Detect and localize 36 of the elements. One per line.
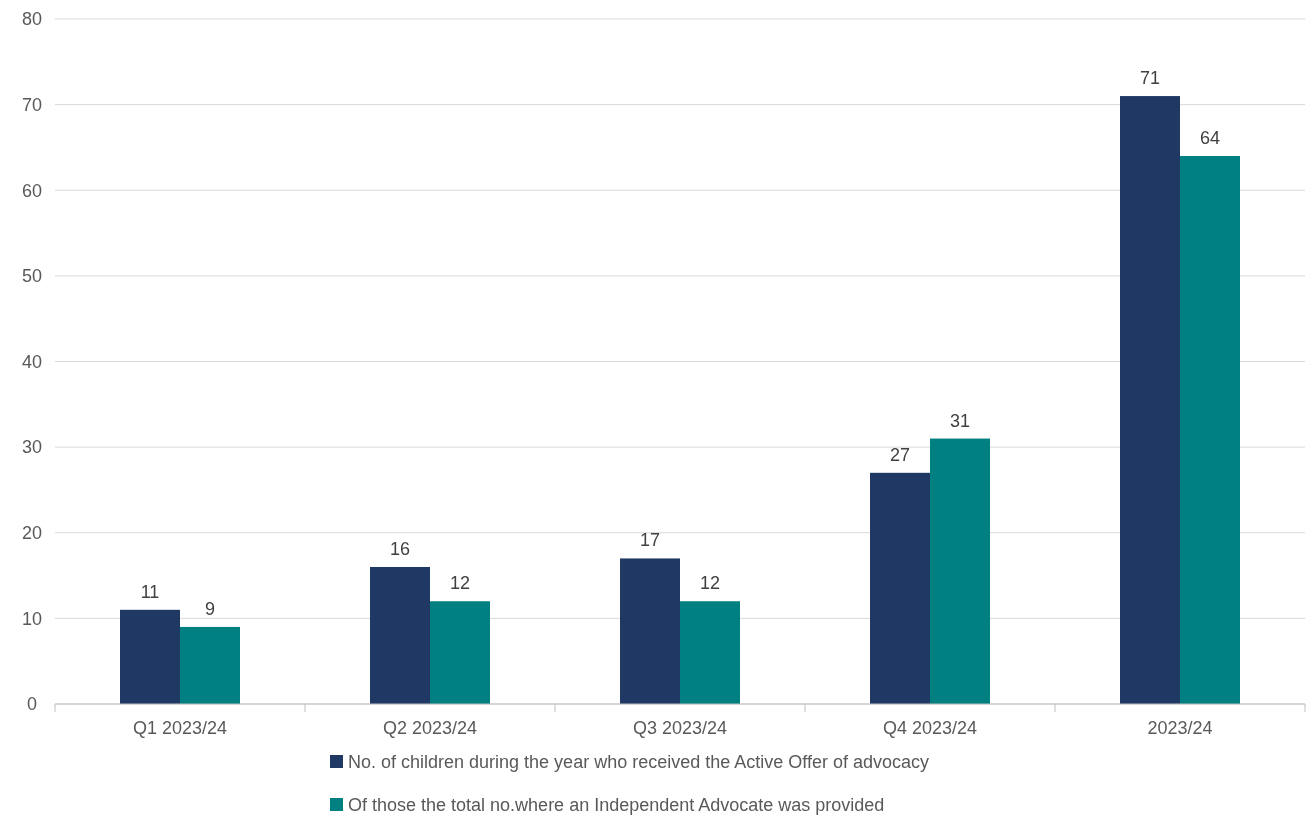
bar [120, 609, 180, 704]
bar [870, 472, 930, 704]
bar [930, 438, 990, 704]
y-tick-label: 80 [21, 9, 43, 30]
data-label: 16 [389, 539, 411, 559]
x-tick-label: Q4 2023/24 [882, 718, 978, 738]
x-tick-label: Q1 2023/24 [132, 718, 228, 738]
bar [430, 601, 490, 704]
bar [1180, 156, 1240, 704]
legend-label: Of those the total no.where an Independent Advocate was provided [348, 795, 885, 816]
bar [680, 601, 740, 704]
data-label: 11 [140, 581, 160, 602]
data-label: 64 [1199, 128, 1221, 148]
x-tick-label: 2023/24 [1147, 718, 1213, 738]
y-tick-label: 0 [26, 694, 38, 715]
x-tick-label: Q2 2023/24 [382, 718, 478, 738]
y-tick-label: 70 [21, 94, 43, 115]
bar [620, 558, 680, 704]
bar [370, 567, 430, 704]
y-tick-label: 60 [21, 180, 43, 201]
y-tick-label: 10 [21, 608, 43, 629]
y-tick-label: 50 [21, 266, 43, 287]
bar [180, 626, 240, 704]
legend-label: No. of children during the year who received the Active Offer of advocacy [348, 752, 929, 773]
y-tick-label: 30 [21, 437, 43, 458]
y-tick-label: 20 [21, 523, 43, 544]
data-label: 9 [204, 598, 216, 619]
y-tick-label: 40 [21, 351, 43, 372]
x-tick-label: Q3 2023/24 [632, 718, 728, 738]
data-label: 17 [639, 530, 661, 551]
data-label: 27 [889, 444, 911, 465]
data-label: 12 [449, 573, 471, 594]
data-label: 12 [699, 573, 721, 594]
data-label: 71 [1139, 68, 1161, 89]
data-label: 31 [949, 410, 971, 431]
bar [1120, 96, 1180, 704]
